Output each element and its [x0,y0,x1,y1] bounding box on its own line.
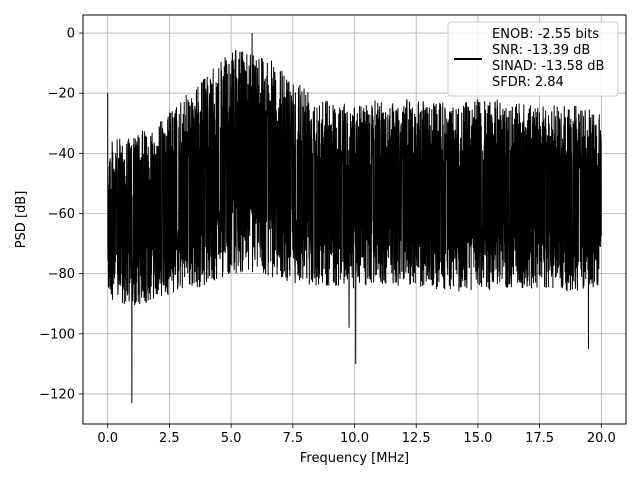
x-tick-label: 12.5 [402,431,431,446]
y-tick-label: −100 [39,327,75,342]
y-tick-label: −80 [48,267,75,282]
plot-area [107,33,602,403]
legend-line-enob: ENOB: -2.55 bits [492,27,599,42]
legend-box [447,21,619,97]
legend: ENOB: -2.55 bits SNR: -13.39 dB SINAD: -… [447,21,619,97]
x-axis-label: Frequency [MHz] [300,451,409,466]
x-tick-label: 7.5 [282,431,303,446]
legend-line-sfdr: SFDR: 2.84 [492,75,564,90]
x-tick-label: 2.5 [159,431,180,446]
x-tick-label: 10.0 [340,431,369,446]
y-tick-label: −120 [39,387,75,402]
x-tick-label: 5.0 [221,431,242,446]
x-tick-label: 20.0 [587,431,616,446]
x-tick-label: 15.0 [463,431,492,446]
x-tick-label: 17.5 [525,431,554,446]
y-tick-label: 0 [67,27,75,42]
y-tick-label: −40 [48,147,75,162]
x-axis: 0.0 2.5 5.0 7.5 10.0 12.5 15.0 17.5 20.0 [97,424,616,446]
legend-line-snr: SNR: -13.39 dB [492,43,590,58]
y-axis-label: PSD [dB] [14,191,29,249]
x-tick-label: 0.0 [97,431,118,446]
y-axis: 0 −20 −40 −60 −80 −100 −120 [39,27,83,402]
y-tick-label: −60 [48,207,75,222]
series-line [107,33,602,403]
legend-line-sinad: SINAD: -13.58 dB [492,59,604,74]
y-tick-label: −20 [48,87,75,102]
